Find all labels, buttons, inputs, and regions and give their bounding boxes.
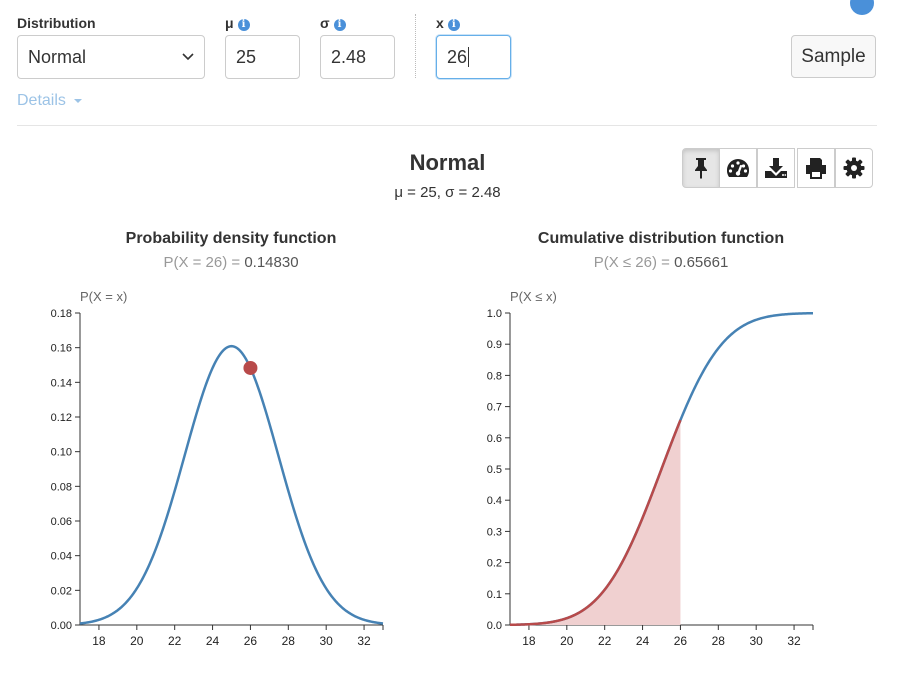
cdf-x-tick-label: 18	[522, 634, 536, 648]
info-icon[interactable]: i	[447, 19, 460, 31]
print-button[interactable]	[797, 148, 835, 188]
cdf-y-tick-label: 1.0	[487, 308, 502, 320]
horizontal-rule	[17, 125, 877, 126]
cdf-x-tick-label: 32	[787, 634, 801, 648]
cdf-x-tick-label: 26	[674, 634, 688, 648]
pdf-y-tick-label: 0.04	[51, 551, 72, 563]
cdf-y-tick-label: 0.6	[487, 433, 502, 445]
pdf-x-tick-label: 28	[282, 634, 296, 648]
cdf-x-tick-label: 22	[598, 634, 612, 648]
cdf-y-tick-label: 0.4	[487, 495, 502, 507]
cdf-highlight-curve	[509, 419, 682, 627]
cdf-y-tick-label: 0.1	[487, 589, 502, 601]
print-icon	[806, 158, 826, 179]
cdf-y-axis-label: P(X ≤ x)	[510, 289, 557, 304]
pdf-y-tick-label: 0.18	[51, 308, 72, 320]
cdf-title: Cumulative distribution function	[537, 230, 785, 247]
cdf-shaded-area	[510, 420, 681, 625]
download-button[interactable]	[757, 148, 795, 188]
pdf-y-axis-label: P(X = x)	[80, 289, 127, 304]
pdf-y-tick-label: 0.02	[51, 585, 72, 597]
pdf-y-tick-label: 0.00	[51, 620, 72, 632]
cdf-x-tick-label: 28	[712, 634, 726, 648]
pdf-title: Probability density function	[125, 230, 337, 247]
chevron-down-icon	[182, 53, 194, 61]
pdf-y-tick-label: 0.08	[51, 481, 72, 493]
distribution-select-value: Normal	[28, 47, 87, 67]
cdf-x-tick-label: 20	[560, 634, 574, 648]
sample-button[interactable]: Sample	[791, 35, 876, 78]
cdf-y-tick-label: 0.0	[487, 620, 502, 632]
distribution-parameters: μ = 25, σ = 2.48	[394, 184, 501, 201]
distribution-title: Normal	[409, 150, 486, 175]
pdf-curve	[79, 344, 384, 625]
cdf-y-tick-label: 0.5	[487, 464, 502, 476]
pdf-y-tick-label: 0.12	[51, 412, 72, 424]
caret-down-icon	[74, 99, 83, 103]
distribution-label: Distribution	[17, 15, 96, 31]
cdf-x-tick-label: 24	[636, 634, 650, 648]
pdf-probability: P(X = 26) = 0.14830	[163, 254, 299, 271]
cdf-y-tick-label: 0.8	[487, 370, 502, 382]
pdf-y-tick-label: 0.10	[51, 447, 72, 459]
cdf-y-tick-label: 0.2	[487, 558, 502, 570]
help-icon[interactable]	[850, 0, 874, 15]
pdf-x-tick-label: 22	[168, 634, 182, 648]
cdf-y-tick-label: 0.9	[487, 339, 502, 351]
pdf-x-tick-label: 24	[206, 634, 220, 648]
x-input[interactable]: 26	[436, 35, 511, 79]
pdf-x-tick-label: 20	[130, 634, 144, 648]
pdf-x-tick-label: 18	[92, 634, 106, 648]
pdf-y-tick-label: 0.14	[51, 377, 72, 389]
settings-button[interactable]	[835, 148, 873, 188]
distribution-select[interactable]: Normal	[17, 35, 205, 79]
divider	[415, 14, 416, 78]
cdf-curve	[509, 311, 814, 627]
pdf-y-tick-label: 0.06	[51, 516, 72, 528]
details-toggle[interactable]: Details	[17, 92, 83, 110]
sigma-input[interactable]: 2.48	[320, 35, 395, 79]
cdf-probability: P(X ≤ 26) = 0.65661	[593, 254, 729, 271]
mu-input[interactable]: 25	[225, 35, 300, 79]
pdf-x-tick-label: 32	[357, 634, 371, 648]
dashboard-icon	[726, 159, 750, 177]
pdf-x-tick-label: 26	[244, 634, 258, 648]
dashboard-button[interactable]	[719, 148, 757, 188]
pin-icon	[695, 158, 707, 179]
pdf-y-tick-label: 0.16	[51, 343, 72, 355]
info-icon[interactable]: i	[333, 19, 346, 31]
cdf-y-tick-label: 0.7	[487, 402, 502, 414]
cdf-y-tick-label: 0.3	[487, 526, 502, 538]
download-icon	[765, 158, 787, 178]
pdf-highlight-point	[243, 360, 258, 375]
cdf-x-tick-label: 30	[750, 634, 764, 648]
pdf-x-tick-label: 30	[320, 634, 334, 648]
info-icon[interactable]: i	[237, 19, 250, 31]
text-caret	[468, 47, 470, 67]
pin-button[interactable]	[682, 148, 720, 188]
gear-icon	[843, 157, 865, 179]
